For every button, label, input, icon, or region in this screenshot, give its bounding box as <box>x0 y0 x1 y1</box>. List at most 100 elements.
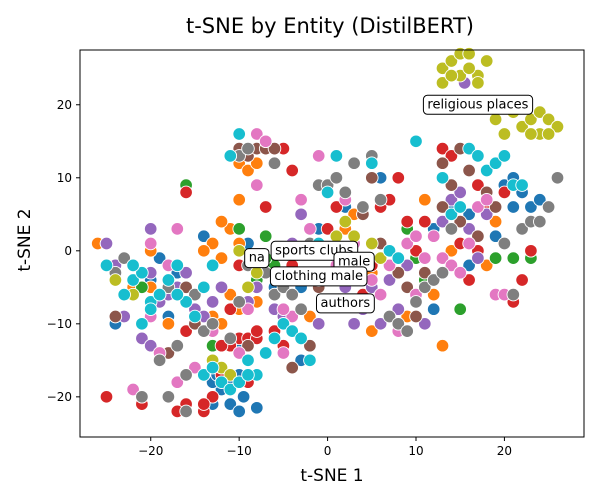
scatter-point <box>524 244 538 258</box>
scatter-point <box>294 192 308 207</box>
scatter-point <box>152 353 167 368</box>
scatter-point <box>170 222 185 236</box>
scatter-point <box>197 368 211 382</box>
scatter-point <box>444 68 459 83</box>
scatter-point <box>418 280 432 295</box>
scatter-point <box>161 273 176 287</box>
scatter-point <box>382 244 397 258</box>
scatter-point <box>444 207 459 222</box>
scatter-point <box>152 251 167 265</box>
scatter-point <box>135 331 149 346</box>
scatter-point <box>320 222 335 236</box>
scatter-point <box>524 200 538 214</box>
scatter-point <box>117 287 131 302</box>
scatter-point <box>223 397 238 411</box>
scatter-point <box>294 302 308 316</box>
scatter-point <box>214 251 229 265</box>
scatter-point <box>497 127 512 141</box>
annotation-label: na <box>244 248 270 269</box>
scatter-point <box>400 214 414 229</box>
y-tick-label: 0 <box>64 244 72 258</box>
scatter-point <box>241 368 255 382</box>
scatter-point <box>258 229 273 243</box>
annotation-text: clothing male <box>274 269 363 284</box>
scatter-point <box>444 222 459 236</box>
y-tick-label: −20 <box>47 390 72 404</box>
scatter-point <box>258 200 273 214</box>
scatter-point <box>391 171 406 185</box>
scatter-point <box>303 353 317 368</box>
scatter-point <box>541 127 556 141</box>
scatter-point <box>179 185 193 200</box>
scatter-point <box>471 200 485 214</box>
scatter-point <box>373 287 388 302</box>
scatter-point <box>329 229 344 243</box>
scatter-point <box>471 149 485 163</box>
scatter-point <box>197 280 211 295</box>
scatter-point <box>444 192 459 207</box>
scatter-point <box>479 258 494 273</box>
scatter-point <box>143 302 158 316</box>
scatter-point <box>250 401 264 415</box>
scatter-point <box>418 317 432 331</box>
axes-frame <box>79 49 585 438</box>
scatter-point <box>329 200 344 214</box>
scatter-point <box>435 338 450 353</box>
scatter-point <box>382 273 397 287</box>
y-axis-label: t-SNE 2 <box>15 208 35 271</box>
scatter-point <box>426 273 441 287</box>
scatter-point <box>497 185 512 200</box>
scatter-point <box>488 229 503 243</box>
scatter-point <box>241 280 255 295</box>
scatter-point <box>444 178 459 192</box>
scatter-point <box>462 61 476 76</box>
scatter-point <box>285 287 299 302</box>
scatter-point <box>435 76 450 90</box>
scatter-point <box>462 46 476 61</box>
scatter-point <box>435 156 450 170</box>
scatter-point <box>391 265 406 280</box>
scatter-point <box>435 200 450 214</box>
scatter-point <box>400 236 414 251</box>
scatter-point <box>303 309 317 324</box>
scatter-point <box>541 200 556 214</box>
scatter-point <box>232 346 246 360</box>
scatter-point <box>435 61 450 76</box>
annotation-text: religious places <box>427 97 528 112</box>
scatter-point <box>365 171 379 185</box>
scatter-point <box>276 346 291 360</box>
scatter-point <box>444 54 459 68</box>
scatter-point <box>135 265 149 280</box>
scatter-point <box>391 251 406 265</box>
scatter-point <box>462 273 476 287</box>
scatter-point <box>214 280 229 295</box>
scatter-point <box>488 112 503 127</box>
scatter-point <box>267 141 282 156</box>
scatter-point <box>303 222 317 236</box>
scatter-point <box>188 360 202 375</box>
scatter-point <box>338 185 353 200</box>
scatter-point <box>453 200 467 214</box>
scatter-point <box>117 251 131 265</box>
x-tick-label: 20 <box>497 444 512 458</box>
scatter-point <box>329 149 344 163</box>
scatter-point <box>533 214 547 229</box>
scatter-point <box>232 375 246 389</box>
scatter-point <box>223 368 238 382</box>
scatter-point <box>214 338 229 353</box>
scatter-point <box>418 251 432 265</box>
scatter-point <box>320 185 335 200</box>
scatter-point <box>205 258 220 273</box>
scatter-point <box>541 112 556 127</box>
scatter-point <box>179 295 193 309</box>
scatter-point <box>161 317 176 331</box>
scatter-point <box>126 382 140 397</box>
scatter-point <box>276 317 291 331</box>
scatter-point <box>126 273 140 287</box>
scatter-point <box>250 156 264 170</box>
scatter-point <box>135 390 149 404</box>
scatter-point <box>515 273 529 287</box>
y-tick-label: 10 <box>57 171 72 185</box>
scatter-point <box>497 149 512 163</box>
